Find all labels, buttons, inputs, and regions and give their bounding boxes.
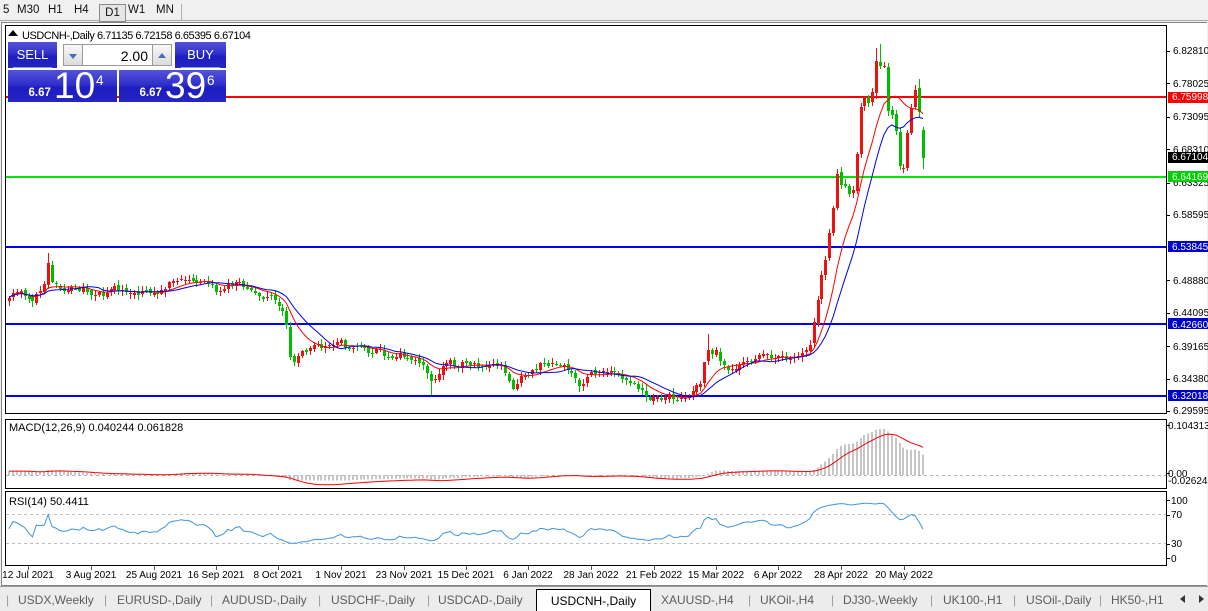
svg-text:3 Aug 2021: 3 Aug 2021 xyxy=(66,570,117,581)
svg-text:21 Feb 2022: 21 Feb 2022 xyxy=(626,570,683,581)
svg-text:6.82810: 6.82810 xyxy=(1173,46,1208,57)
svg-text:MACD(12,26,9) 0.040244 0.06182: MACD(12,26,9) 0.040244 0.061828 xyxy=(9,422,183,434)
svg-text:30: 30 xyxy=(1171,539,1183,550)
svg-text:6.48880: 6.48880 xyxy=(1173,276,1208,287)
svg-text:6.78025: 6.78025 xyxy=(1173,79,1208,90)
svg-text:6.29595: 6.29595 xyxy=(1173,406,1208,417)
svg-text:6.75998: 6.75998 xyxy=(1172,92,1208,103)
svg-text:RSI(14) 50.4411: RSI(14) 50.4411 xyxy=(9,496,89,508)
svg-text:16 Sep 2021: 16 Sep 2021 xyxy=(188,570,245,581)
svg-text:15 Mar 2022: 15 Mar 2022 xyxy=(688,570,745,581)
svg-text:28 Apr 2022: 28 Apr 2022 xyxy=(814,570,868,581)
svg-text:6.53845: 6.53845 xyxy=(1172,242,1208,253)
svg-text:23 Nov 2021: 23 Nov 2021 xyxy=(376,570,433,581)
svg-text:28 Jan 2022: 28 Jan 2022 xyxy=(563,570,618,581)
svg-text:0: 0 xyxy=(1171,554,1177,565)
svg-text:-0.026249: -0.026249 xyxy=(1168,476,1208,487)
svg-text:6.63325: 6.63325 xyxy=(1173,178,1208,189)
svg-text:6 Jan 2022: 6 Jan 2022 xyxy=(503,570,553,581)
svg-text:USDCNH-,Daily 6.71135 6.72158: USDCNH-,Daily 6.71135 6.72158 6.65395 6.… xyxy=(22,30,251,42)
svg-text:12 Jul 2021: 12 Jul 2021 xyxy=(2,570,54,581)
svg-text:70: 70 xyxy=(1171,510,1183,521)
svg-text:8 Oct 2021: 8 Oct 2021 xyxy=(254,570,303,581)
svg-text:6.42660: 6.42660 xyxy=(1172,320,1208,331)
svg-text:100: 100 xyxy=(1171,496,1188,507)
svg-text:20 May 2022: 20 May 2022 xyxy=(875,570,933,581)
svg-text:0.00: 0.00 xyxy=(1168,469,1188,480)
svg-text:1 Nov 2021: 1 Nov 2021 xyxy=(315,570,367,581)
svg-text:6 Apr 2022: 6 Apr 2022 xyxy=(754,570,803,581)
svg-text:6.64169: 6.64169 xyxy=(1172,172,1208,183)
svg-text:6.73095: 6.73095 xyxy=(1173,112,1208,123)
svg-text:6.68310: 6.68310 xyxy=(1173,145,1208,156)
svg-text:6.58595: 6.58595 xyxy=(1173,210,1208,221)
svg-text:6.34380: 6.34380 xyxy=(1173,374,1208,385)
svg-text:6.44095: 6.44095 xyxy=(1173,308,1208,319)
svg-text:15 Dec 2021: 15 Dec 2021 xyxy=(438,570,495,581)
svg-text:6.39165: 6.39165 xyxy=(1173,342,1208,353)
svg-text:6.67104: 6.67104 xyxy=(1172,152,1208,163)
svg-text:0.104313: 0.104313 xyxy=(1168,421,1208,432)
svg-text:6.32018: 6.32018 xyxy=(1172,391,1208,402)
svg-text:25 Aug 2021: 25 Aug 2021 xyxy=(126,570,183,581)
